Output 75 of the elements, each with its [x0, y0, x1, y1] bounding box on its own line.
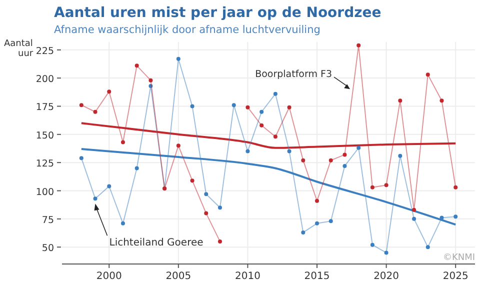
point	[190, 178, 194, 183]
point	[148, 84, 153, 88]
text: Boorplatform F3	[255, 69, 332, 80]
x-tick-label: 2025	[442, 271, 468, 282]
x-tick-label: 2010	[234, 271, 260, 282]
point	[342, 164, 347, 168]
point	[204, 211, 208, 216]
point	[440, 98, 444, 103]
point	[246, 149, 250, 154]
point	[384, 183, 388, 188]
point	[260, 123, 264, 128]
point	[273, 134, 278, 139]
point	[398, 154, 402, 158]
point	[301, 158, 306, 162]
point	[120, 221, 125, 226]
line-series	[80, 148, 457, 226]
point	[287, 105, 292, 110]
point	[120, 140, 125, 144]
chart-title: Aantal uren mist per jaar op de Noordzee	[54, 5, 382, 21]
point	[93, 110, 98, 114]
point	[454, 214, 458, 219]
point	[328, 158, 333, 162]
point	[79, 103, 84, 108]
x-tick-label: 2020	[374, 271, 400, 282]
x-tick-label: 2000	[96, 271, 122, 282]
y-tick-label: 150	[36, 130, 54, 142]
point	[412, 216, 416, 221]
point	[176, 56, 180, 61]
point	[107, 90, 112, 94]
point	[328, 219, 333, 224]
x-tick-label: 2005	[166, 271, 192, 282]
y-tick-label: 225	[36, 46, 54, 57]
point	[204, 192, 208, 196]
point	[287, 149, 292, 154]
y-tick-label: 75	[42, 214, 54, 226]
point	[190, 104, 194, 108]
point	[218, 206, 222, 210]
y-tick-label: 175	[36, 102, 54, 114]
y-tick-label: 200	[36, 74, 54, 86]
point	[134, 64, 139, 68]
point	[315, 198, 320, 203]
point	[440, 216, 444, 220]
point	[454, 185, 458, 190]
x-tick-label: 2015	[304, 271, 330, 282]
annotation: ©KNMI	[442, 253, 475, 263]
point	[370, 242, 374, 247]
point	[232, 103, 236, 108]
point	[426, 245, 430, 250]
point	[176, 144, 180, 148]
point	[370, 185, 374, 190]
point	[107, 184, 112, 188]
y-tick-label: 100	[36, 186, 54, 198]
point	[79, 156, 84, 160]
point	[384, 250, 388, 255]
point	[342, 152, 347, 157]
point	[134, 166, 139, 170]
point	[301, 230, 306, 234]
point	[93, 196, 98, 201]
series-label: Lichteiland Goeree	[109, 238, 204, 249]
point	[426, 72, 430, 77]
point	[356, 43, 361, 48]
point	[260, 110, 264, 114]
point	[315, 221, 320, 226]
point	[398, 98, 402, 103]
point	[246, 105, 250, 110]
y-tick-label: 50	[42, 243, 54, 254]
y-tick-label: 125	[36, 158, 54, 170]
point	[218, 239, 222, 244]
point	[273, 92, 278, 96]
point	[412, 208, 416, 212]
line-series	[80, 122, 457, 149]
point	[356, 146, 361, 150]
point	[148, 78, 153, 82]
chart-subtitle: Afname waarschijnlijk door afname luchtvervuiling	[54, 24, 320, 36]
y-axis-title: Aantal uur	[4, 39, 34, 59]
